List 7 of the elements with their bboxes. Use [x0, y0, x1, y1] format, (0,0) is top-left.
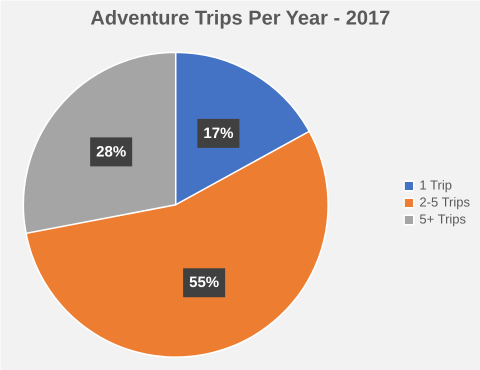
data-label: 28% — [96, 143, 126, 160]
legend-label: 2-5 Trips — [419, 194, 470, 210]
legend-label: 5+ Trips — [419, 212, 466, 226]
data-label: 17% — [203, 124, 234, 142]
legend-label: 1 Trip — [419, 178, 452, 192]
data-label: 55% — [189, 274, 220, 292]
chart-title: Adventure Trips Per Year - 2017 — [90, 8, 390, 30]
